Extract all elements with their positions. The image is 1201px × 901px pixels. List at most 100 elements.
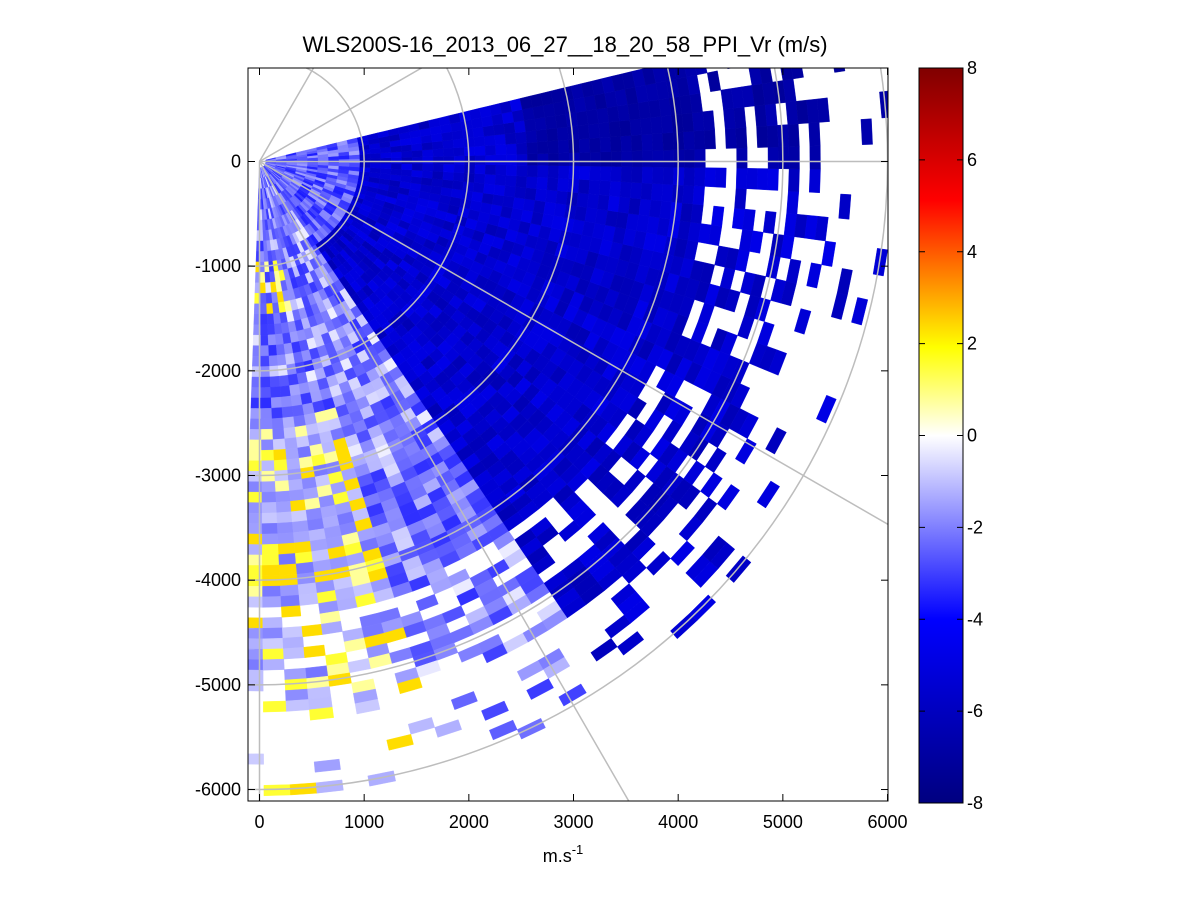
x-tick-label: 5000 — [763, 812, 803, 832]
velocity-cell — [463, 146, 476, 157]
velocity-cell — [309, 706, 334, 721]
velocity-cell — [821, 240, 837, 267]
colorbar-tick-label: -8 — [967, 793, 983, 813]
velocity-cell — [262, 658, 285, 671]
velocity-cell — [816, 97, 830, 123]
velocity-cell — [493, 123, 506, 136]
x-axis: 0 1000 2000 3000 4000 5000 6000 — [254, 68, 908, 832]
velocity-cell — [620, 135, 633, 152]
velocity-cell — [370, 157, 382, 164]
velocity-cell — [575, 110, 589, 127]
velocity-cell — [464, 164, 476, 174]
velocity-cell — [472, 182, 485, 194]
velocity-cell — [261, 533, 279, 545]
velocity-cell — [289, 489, 305, 502]
velocity-cell — [315, 779, 344, 794]
x-tick-label: 6000 — [867, 812, 907, 832]
velocity-cell — [491, 194, 505, 207]
x-axis-label: m.s-1 — [543, 842, 584, 866]
velocity-cell — [293, 540, 312, 554]
velocity-cell — [443, 147, 455, 157]
velocity-cell — [684, 68, 698, 78]
x-tick-label: 3000 — [553, 812, 593, 832]
y-tick-label: -2000 — [195, 361, 241, 381]
velocity-cell — [272, 438, 286, 451]
velocity-cell — [495, 144, 507, 156]
velocity-cell — [589, 165, 601, 181]
velocity-cell — [473, 136, 486, 147]
velocity-cell — [261, 439, 274, 451]
velocity-cell — [587, 123, 601, 139]
velocity-cell — [589, 151, 601, 167]
velocity-cell — [711, 205, 725, 227]
velocity-cell — [267, 323, 276, 336]
velocity-cell — [484, 144, 497, 156]
velocity-cell — [432, 148, 444, 157]
velocity-cell — [276, 521, 294, 534]
velocity-cell — [453, 155, 465, 165]
velocity-cell — [670, 540, 695, 567]
velocity-cell — [598, 122, 611, 138]
velocity-cells — [248, 68, 888, 797]
velocity-cell — [833, 68, 846, 73]
velocity-cell — [762, 210, 777, 235]
x-tick-label: 1000 — [344, 812, 384, 832]
velocity-cell — [586, 109, 599, 125]
velocity-cell — [260, 292, 267, 305]
velocity-cell — [474, 164, 486, 175]
velocity-cell — [786, 190, 800, 215]
velocity-cell — [482, 125, 495, 137]
velocity-cell — [558, 683, 587, 707]
velocity-cell — [359, 158, 371, 164]
azimuth-spoke — [259, 160, 888, 526]
colorbar — [918, 67, 964, 804]
velocity-cell — [380, 162, 392, 170]
velocity-cell — [400, 169, 413, 177]
velocity-cell — [765, 427, 787, 455]
velocity-cell — [279, 385, 292, 398]
velocity-cell — [661, 183, 674, 203]
velocity-cell — [526, 678, 554, 700]
velocity-cell — [307, 161, 319, 166]
velocity-cell — [734, 187, 747, 210]
velocity-cell — [652, 149, 664, 168]
velocity-cell — [684, 149, 696, 168]
velocity-cell — [261, 428, 274, 441]
velocity-cell — [411, 169, 423, 178]
velocity-cell — [663, 68, 677, 82]
velocity-cell — [434, 719, 462, 738]
velocity-cell — [285, 699, 310, 712]
velocity-cell — [579, 152, 591, 167]
velocity-cell — [359, 162, 371, 168]
velocity-cell — [294, 425, 309, 438]
velocity-cell — [629, 118, 642, 136]
velocity-cell — [628, 197, 642, 216]
velocity-cell — [522, 198, 536, 213]
velocity-cell — [262, 596, 282, 608]
velocity-cell — [704, 167, 717, 188]
velocity-cell — [288, 478, 304, 492]
velocity-cell — [767, 168, 779, 191]
velocity-cell — [576, 192, 589, 208]
velocity-cell — [650, 183, 664, 202]
velocity-cell — [690, 203, 704, 224]
velocity-cell — [260, 366, 271, 378]
velocity-cell — [573, 506, 597, 529]
velocity-cell — [536, 141, 549, 154]
velocity-cell — [809, 145, 821, 170]
velocity-cell — [391, 157, 402, 164]
velocity-cell — [271, 417, 285, 430]
velocity-cell — [503, 121, 516, 135]
velocity-cell — [682, 184, 695, 205]
colorbar-tick-label: -6 — [967, 701, 983, 721]
velocity-cell — [683, 167, 696, 187]
velocity-cell — [265, 292, 273, 304]
velocity-cell — [816, 394, 837, 424]
velocity-cell — [303, 644, 326, 658]
velocity-cell — [547, 165, 560, 179]
velocity-cell — [260, 303, 268, 315]
velocity-cell — [860, 118, 873, 145]
velocity-cell — [296, 435, 310, 449]
velocity-cell — [275, 343, 286, 356]
velocity-cell — [568, 138, 580, 154]
